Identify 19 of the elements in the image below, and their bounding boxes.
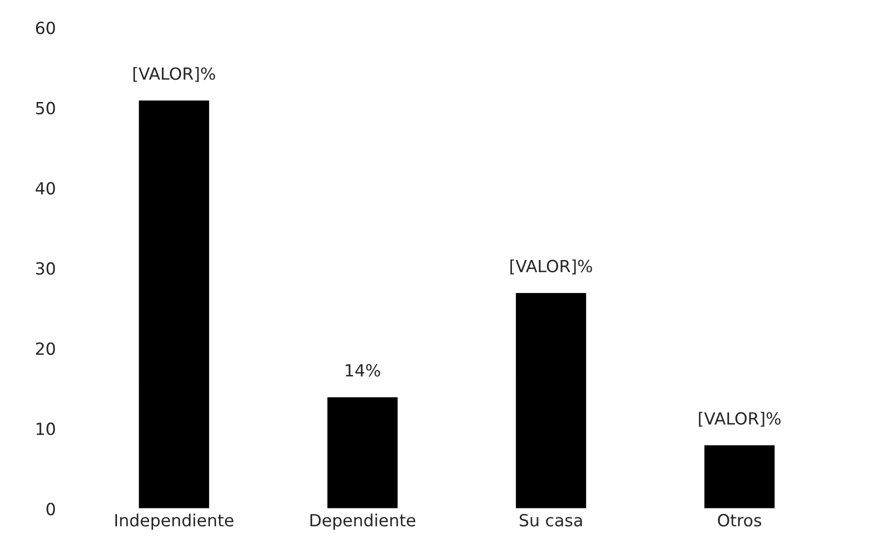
x-tick-label: Su casa (520, 514, 582, 527)
bar (326, 396, 400, 509)
bar (702, 444, 776, 509)
y-tick-label: 30 (36, 262, 55, 275)
y-tick-label: 10 (36, 422, 55, 436)
data-label: [VALOR]% (698, 412, 781, 427)
data-label: 14% (346, 364, 380, 377)
y-tick-label: 40 (36, 182, 55, 195)
y-tick-label: 50 (36, 102, 55, 114)
x-tick-label: Independiente (115, 514, 234, 530)
bar (514, 292, 588, 509)
y-tick-label: 0 (46, 502, 55, 516)
x-tick-label: Dependiente (310, 514, 416, 530)
data-label: [VALOR]% (133, 67, 216, 82)
bar (137, 99, 211, 509)
y-tick-label: 20 (36, 342, 55, 355)
x-tick-label: Otros (718, 514, 762, 527)
data-label: [VALOR]% (510, 259, 592, 274)
y-tick-label: 60 (36, 22, 55, 34)
